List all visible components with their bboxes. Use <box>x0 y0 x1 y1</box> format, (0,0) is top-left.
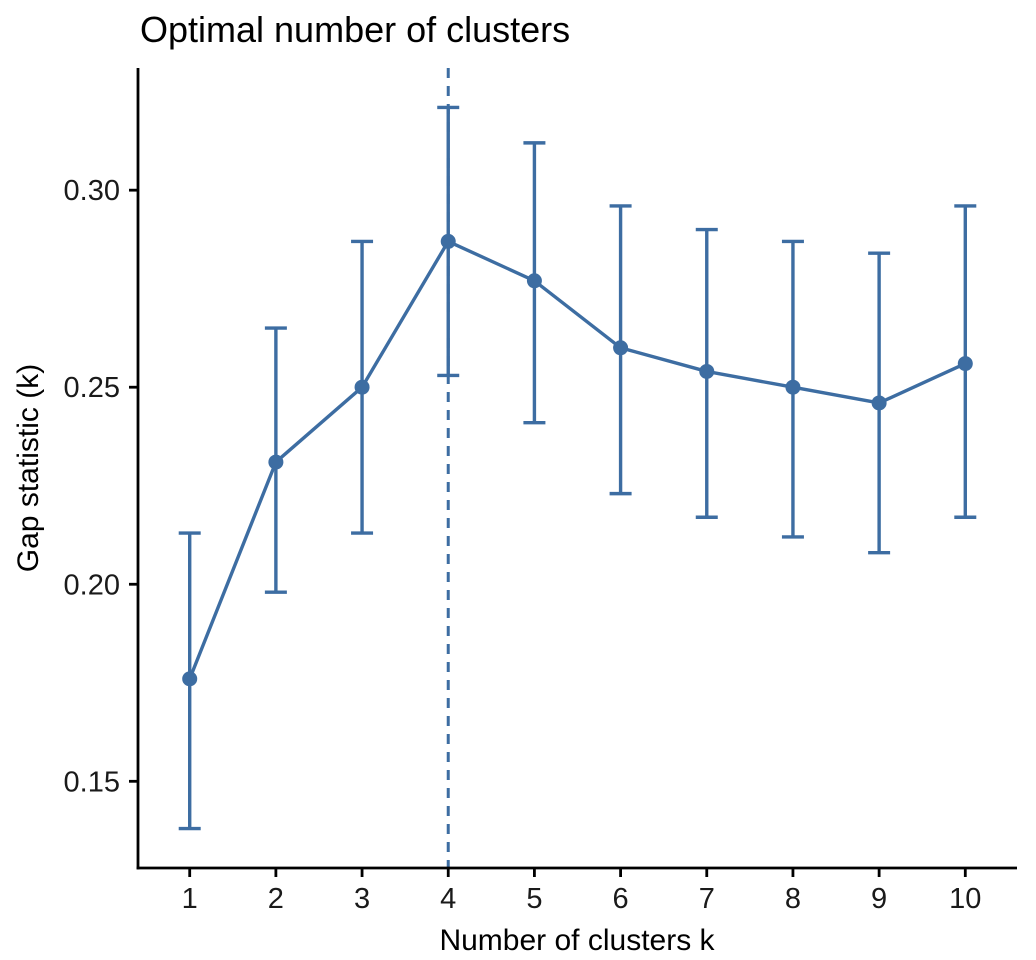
data-point <box>268 454 284 470</box>
data-point <box>699 363 715 379</box>
data-point <box>182 671 198 687</box>
data-point <box>440 233 456 249</box>
gap-statistic-line <box>188 239 967 680</box>
data-point <box>613 340 629 356</box>
x-tick-label: 6 <box>613 883 629 915</box>
data-point <box>354 379 370 395</box>
y-tick-label: 0.30 <box>64 175 120 207</box>
data-point <box>526 273 542 289</box>
x-tick-label: 2 <box>268 883 284 915</box>
y-tick-label: 0.25 <box>64 372 120 404</box>
x-tick-label: 3 <box>354 883 370 915</box>
y-tick-label: 0.20 <box>64 569 120 601</box>
y-axis-title: Gap statistic (k) <box>12 364 45 572</box>
series-marks-group <box>178 105 977 831</box>
x-axis-title: Number of clusters k <box>439 924 715 957</box>
data-point <box>871 395 887 411</box>
x-tick-label: 7 <box>699 883 715 915</box>
axes-group: 0.15 0.20 0.25 0.30 1 2 3 4 5 6 7 8 9 10 <box>64 68 1017 915</box>
x-tick-label: 9 <box>871 883 887 915</box>
x-tick-label: 5 <box>526 883 542 915</box>
x-tick-label: 4 <box>440 883 456 915</box>
data-point <box>957 356 973 372</box>
chart-title: Optimal number of clusters <box>140 9 570 50</box>
x-tick-label: 8 <box>785 883 801 915</box>
x-tick-label: 10 <box>949 883 981 915</box>
y-tick-label: 0.15 <box>64 766 120 798</box>
data-point <box>785 379 801 395</box>
x-tick-label: 1 <box>182 883 198 915</box>
